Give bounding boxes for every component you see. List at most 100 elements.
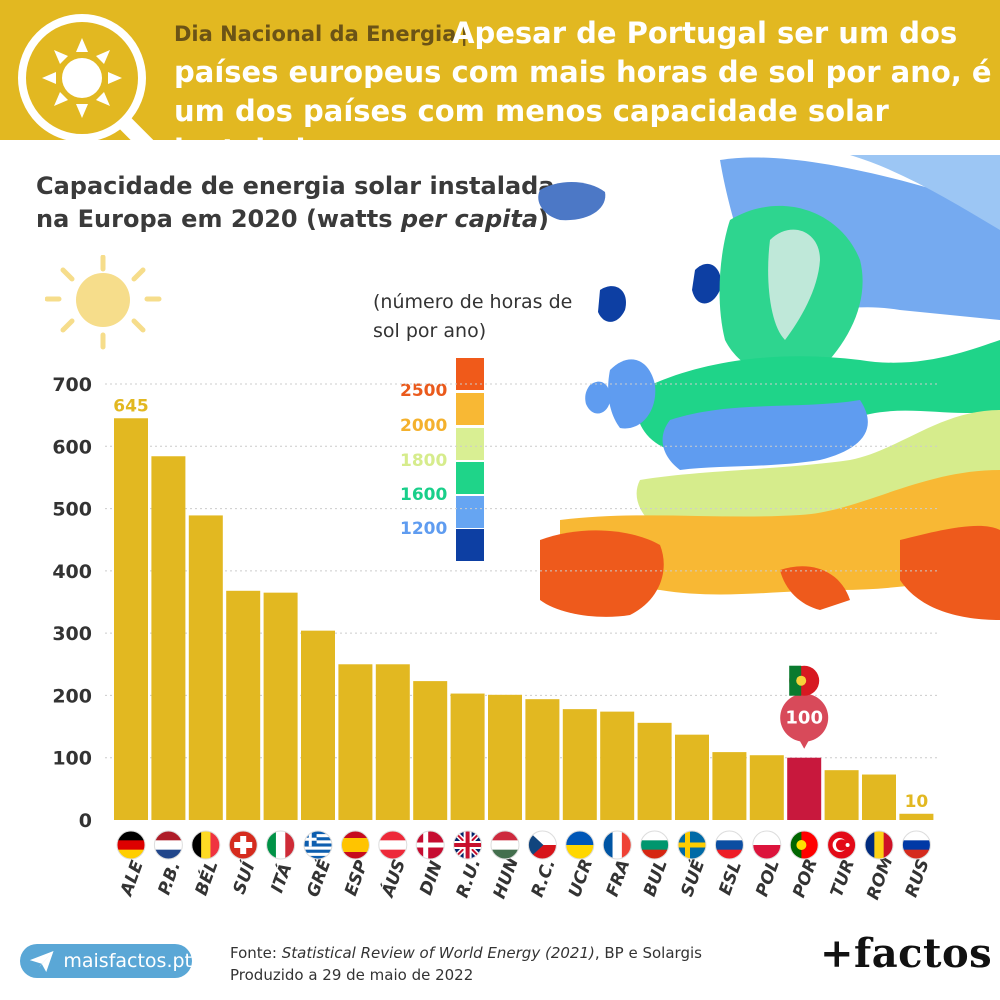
paper-plane-icon [29,950,54,972]
flag-slovakia [715,831,744,859]
y-tick-label: 200 [52,685,92,707]
flag-ring [228,830,258,860]
flag-hungary [491,831,519,859]
y-tick-label: 0 [79,810,92,832]
flag-ring [116,830,146,860]
flag-russia [902,831,931,859]
flag-ring [191,830,221,860]
flag-belgium [191,831,220,859]
flag-portugal [790,831,819,859]
flag-ring [340,830,370,860]
legend-label-1800: 1800 [400,451,448,471]
y-tick-label: 500 [52,499,92,521]
bar-fra [600,711,635,820]
x-tick-label: ESL [715,859,746,898]
data-label-ale: 645 [113,396,149,416]
x-tick-label: ESP [341,857,372,898]
x-tick-label: DIN [416,859,447,898]
bar-rus [899,813,934,820]
flag-ring [864,830,894,860]
x-tick-label: BÉL [190,858,223,899]
flag-ring [453,830,483,860]
flag-ring [827,830,857,860]
legend-label-2000: 2000 [400,416,448,436]
x-tick-label: RUS [902,856,934,900]
y-tick-label: 700 [52,374,92,396]
source-line: Fonte: Statistical Review of World Energ… [230,944,702,962]
bar-ucr [562,709,597,820]
flag-romania [865,831,893,859]
bar-rom [862,774,896,820]
legend-title: (número de horas de sol por ano) [373,291,573,342]
callout-pointer [799,739,810,749]
flag-ring [789,830,819,860]
y-tick-label: 300 [52,623,92,645]
legend-swatch-1000 [456,529,484,561]
flag-ring [677,830,707,860]
flag-ring [565,830,595,860]
bar-p.b. [151,456,186,820]
headline: Apesar de Portugal ser um dos países eur… [174,16,992,167]
bar-áus [375,664,410,820]
bar-din [413,681,448,820]
flag-ukraine [565,831,594,859]
x-tick-label: SUÉ [676,856,710,899]
x-tick-label: POL [752,857,784,899]
bar-bul [637,722,672,820]
x-tick-label: ÁUS [376,856,411,902]
flag-ring [640,830,670,860]
sun-icon [45,255,162,350]
x-tick-label: UCR [565,856,597,900]
portugal-flag-green [789,665,802,696]
flag-ring [153,830,183,860]
bar-gré [301,630,335,820]
europe-sunshine-map [520,155,1000,630]
flag-ring [303,830,333,860]
bar-r.u. [450,693,485,820]
legend-swatch-2500 [456,358,484,390]
chart-title-line1: Capacidade de energia solar instalada [36,172,555,200]
portugal-flag-emblem [796,675,807,686]
legend-label-2500: 2500 [400,381,448,401]
flag-ring [714,830,744,860]
x-tick-label: HUN [490,855,523,902]
bar-esl [712,752,747,820]
flag-poland [752,831,781,859]
flag-united-kingdom [453,831,482,859]
flag-ring [415,830,445,860]
x-tick-label: ALE [116,858,148,901]
data-label-rus: 10 [905,792,929,812]
flag-ring [752,830,782,860]
flag-ring [378,830,408,860]
chart-title: Capacidade de energia solar instalada na… [36,170,556,236]
flag-germany [117,831,145,859]
legend-swatch-2000 [456,393,484,425]
legend-label-1600: 1600 [400,485,448,505]
flag-ring [901,830,931,860]
y-tick-label: 600 [52,436,92,458]
bar-suí [226,590,261,820]
x-tick-label: ITÁ [266,860,297,895]
data-label-por: 100 [785,708,823,729]
bar-tur [824,770,859,820]
x-tick-label: P.B. [154,859,184,898]
flag-spain [341,831,370,859]
x-tick-label: GRÉ [301,856,335,900]
brand-logo: +factos [820,930,993,977]
maisfactos-link[interactable]: maisfactos.pt [20,944,192,978]
x-tick-label: ROM [863,854,897,903]
iceland-shape [538,181,606,221]
bar-sué [675,734,709,820]
flag-netherlands [154,831,183,859]
flag-italy [266,831,295,859]
magnifier-sun-icon [18,14,168,166]
flag-czech-republic [528,831,557,859]
bar-hun [488,694,522,820]
legend-swatch-1200 [456,496,484,528]
bar-bél [188,515,223,820]
x-tick-label: R.U. [453,856,486,901]
flag-austria [378,831,407,859]
flag-ring [490,830,520,860]
flag-ring [527,830,557,860]
bar-pol [749,755,784,820]
